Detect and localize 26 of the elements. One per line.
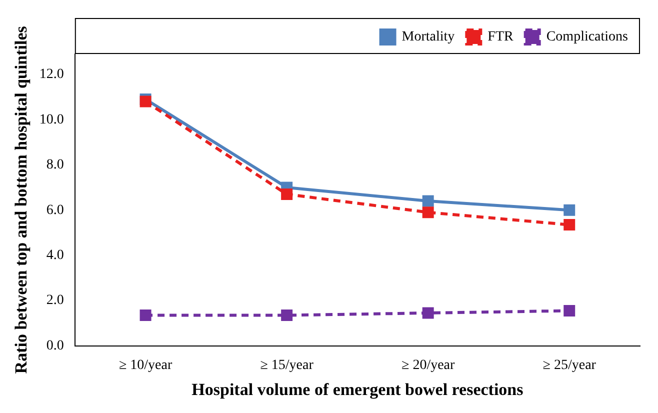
y-tick-label: 0.0 xyxy=(46,338,64,354)
y-tick-label: 10.0 xyxy=(39,112,64,128)
point xyxy=(422,307,434,319)
y-tick-label: 6.0 xyxy=(46,202,64,218)
point xyxy=(140,310,152,322)
point xyxy=(564,304,576,316)
point xyxy=(281,310,293,322)
x-tick-label: ≥ 25/year xyxy=(542,358,596,373)
point xyxy=(422,206,434,218)
x-axis-title: Hospital volume of emergent bowel resections xyxy=(192,380,524,400)
x-tick-label: ≥ 15/year xyxy=(260,358,314,373)
y-tick-label: 12.0 xyxy=(39,67,64,82)
point xyxy=(281,188,293,200)
y-axis-title: Ratio between top and bottom hospital quintiles xyxy=(12,26,31,374)
point xyxy=(564,219,576,231)
point xyxy=(140,96,152,108)
legend-label: Mortality xyxy=(402,30,455,45)
legend-label: Complications xyxy=(546,30,628,45)
x-tick-label: ≥ 20/year xyxy=(402,358,456,373)
point xyxy=(564,204,576,216)
legend-label: FTR xyxy=(488,30,514,45)
y-tick-label: 8.0 xyxy=(46,158,64,173)
y-tick-label: 2.0 xyxy=(46,293,64,308)
y-tick-label: 4.0 xyxy=(46,248,64,263)
x-tick-label: ≥ 10/year xyxy=(118,358,172,373)
point xyxy=(422,195,434,207)
